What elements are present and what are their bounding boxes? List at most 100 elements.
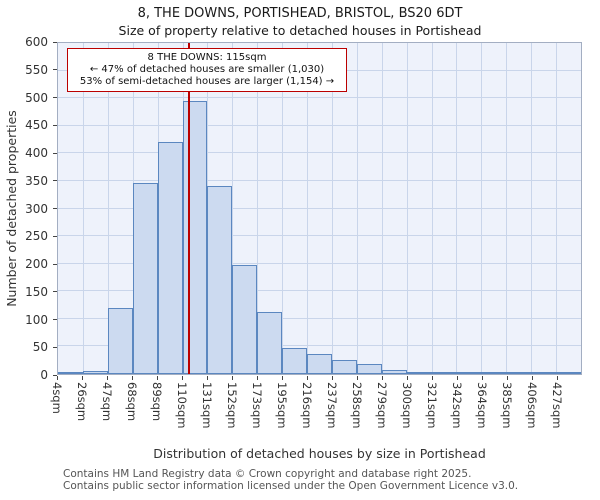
y-tick-mark <box>53 346 57 348</box>
histogram-bar <box>132 182 158 374</box>
x-tick-mark <box>532 376 533 380</box>
y-tick-label: 50 <box>32 340 48 355</box>
histogram-bar <box>307 354 332 374</box>
y-tick-label: 450 <box>25 118 48 133</box>
gridline-vertical <box>556 43 558 374</box>
y-tick-mark <box>53 319 57 321</box>
histogram-bar <box>257 311 283 374</box>
y-tick-mark <box>53 374 57 376</box>
gridline-horizontal <box>58 152 581 154</box>
x-tick-mark <box>82 376 83 380</box>
chart-title: 8, THE DOWNS, PORTISHEAD, BRISTOL, BS20 … <box>137 6 463 21</box>
histogram-bar <box>531 372 557 374</box>
gridline-horizontal <box>58 97 581 99</box>
y-tick-mark <box>53 97 57 98</box>
y-tick-label: 300 <box>25 201 48 216</box>
x-tick-mark <box>282 376 283 380</box>
chart-subtitle: Size of property relative to detached ho… <box>118 23 482 38</box>
plot-area: 8 THE DOWNS: 115sqm ← 47% of detached ho… <box>57 42 582 375</box>
x-tick-mark <box>257 376 258 380</box>
x-tick-label: 279sqm <box>375 382 389 429</box>
x-tick-mark <box>57 376 58 380</box>
gridline-vertical <box>456 43 458 374</box>
gridline-horizontal <box>58 290 581 292</box>
footer: Contains HM Land Registry data © Crown c… <box>63 468 600 492</box>
histogram-bar <box>506 372 532 374</box>
gridline-horizontal <box>58 235 581 237</box>
y-tick-mark <box>53 41 57 43</box>
y-tick-mark <box>53 69 57 71</box>
histogram-bar <box>556 372 581 374</box>
x-tick-label: 195sqm <box>275 382 289 429</box>
y-tick-label: 100 <box>25 312 48 327</box>
x-tick-mark <box>132 376 133 380</box>
x-tick-label: 216sqm <box>300 382 314 429</box>
x-tick-mark <box>307 376 308 380</box>
y-tick-label: 150 <box>25 284 48 299</box>
histogram-bar <box>58 372 83 374</box>
x-tick-label: 89sqm <box>150 382 164 422</box>
gridline-vertical <box>506 43 508 374</box>
y-tick-label: 200 <box>25 257 48 272</box>
gridline-horizontal <box>58 345 581 347</box>
x-tick-mark <box>482 376 483 380</box>
footer-licence-ogl: Contains public sector information licen… <box>63 479 519 492</box>
x-tick-mark <box>332 376 333 380</box>
gridline-vertical <box>307 43 309 374</box>
y-tick-mark <box>53 291 57 293</box>
gridline-vertical <box>107 43 109 374</box>
x-tick-label: 321sqm <box>425 382 439 429</box>
histogram-bar <box>207 186 233 374</box>
x-axis-label: Distribution of detached houses by size … <box>153 446 486 461</box>
gridline-horizontal <box>58 317 581 319</box>
property-marker-line <box>188 43 190 374</box>
x-tick-label: 237sqm <box>325 382 339 429</box>
x-tick-label: 110sqm <box>175 382 189 429</box>
y-tick-mark <box>53 180 57 182</box>
x-tick-mark <box>357 376 358 380</box>
x-tick-label: 4sqm <box>50 382 64 414</box>
y-tick-mark <box>53 263 57 265</box>
gridline-vertical <box>282 43 284 374</box>
histogram-bar <box>331 360 357 374</box>
gridline-horizontal <box>58 124 581 126</box>
x-tick-mark <box>557 376 558 380</box>
x-tick-mark <box>107 376 108 380</box>
x-tick-label: 342sqm <box>450 382 464 429</box>
gridline-vertical <box>381 43 383 374</box>
annotation-property-size: 8 THE DOWNS: 115sqm <box>147 52 267 63</box>
histogram-bar <box>82 371 108 374</box>
histogram-bar <box>481 372 507 374</box>
x-tick-label: 131sqm <box>200 382 214 429</box>
histogram-bar <box>381 369 407 374</box>
histogram-bar <box>182 100 208 374</box>
x-tick-label: 152sqm <box>225 382 239 429</box>
x-tick-mark <box>157 376 158 380</box>
x-axis-ticks: 4sqm 26sqm 47sqm 68sqm 89sqm 110sqm 131sqm 152s… <box>50 376 582 446</box>
x-tick-label: 68sqm <box>125 382 139 422</box>
x-tick-mark <box>382 376 383 380</box>
histogram-bar <box>107 307 133 374</box>
histogram-bar <box>232 265 258 374</box>
x-tick-label: 173sqm <box>250 382 264 429</box>
annotation-box: 8 THE DOWNS: 115sqm ← 47% of detached ho… <box>67 48 347 92</box>
x-tick-mark <box>457 376 458 380</box>
y-tick-label: 500 <box>25 90 48 105</box>
footer-copyright-hmlr: Contains HM Land Registry data © Crown c… <box>63 468 472 480</box>
y-tick-label: 250 <box>25 229 48 244</box>
gridline-vertical <box>232 43 234 374</box>
x-tick-mark <box>207 376 208 380</box>
x-tick-mark <box>432 376 433 380</box>
y-tick-label: 350 <box>25 173 48 188</box>
histogram-bar <box>356 364 382 374</box>
y-tick-mark <box>53 124 57 126</box>
gridline-horizontal <box>58 262 581 264</box>
x-tick-label: 364sqm <box>475 382 489 429</box>
x-tick-mark <box>182 376 183 380</box>
y-tick-mark <box>53 208 57 209</box>
x-tick-mark <box>407 376 408 380</box>
gridline-vertical <box>257 43 259 374</box>
y-axis-ticks: 0 50 100 150 200 250 300 350 400 450 500 550 600 <box>0 35 57 382</box>
annotation-larger-share: 53% of semi-detached houses are larger (… <box>79 76 335 87</box>
